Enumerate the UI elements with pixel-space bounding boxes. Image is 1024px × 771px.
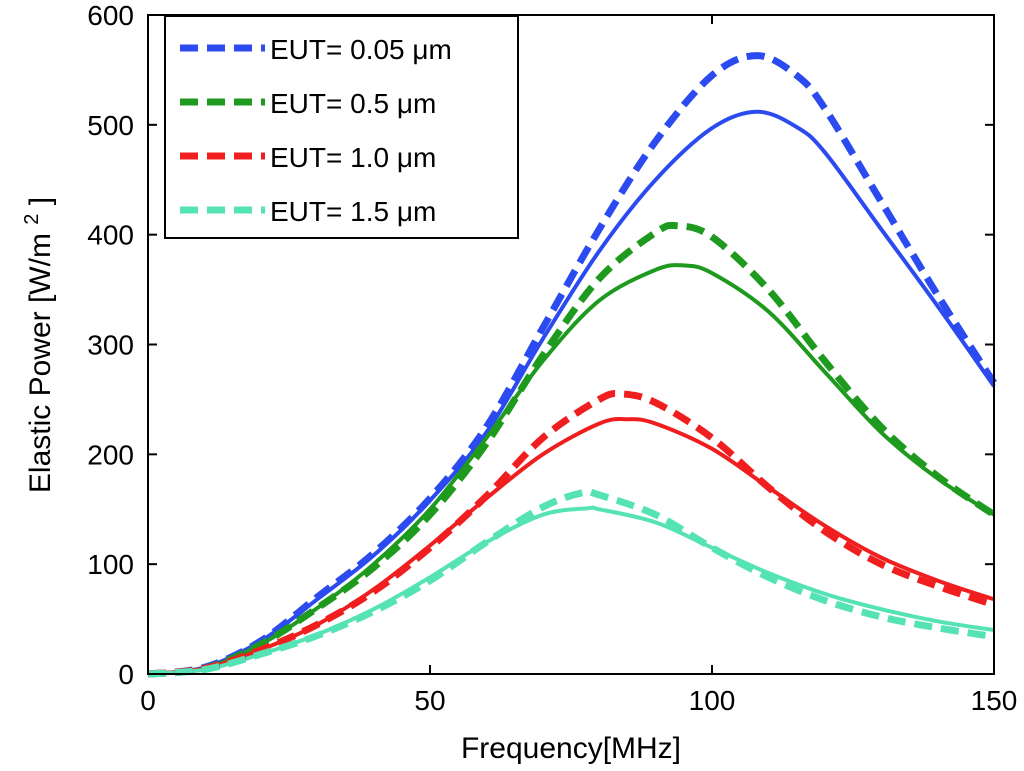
series-line-5-dashed <box>147 389 996 678</box>
y-tick-label: 500 <box>87 110 134 141</box>
y-axis-label-main: Elastic Power [W/m <box>24 233 57 493</box>
x-tick-label: 150 <box>971 685 1018 716</box>
series-line-4-solid <box>147 263 996 676</box>
x-tick-label: 100 <box>689 685 736 716</box>
tick-layer: 0 50 100 150 0 100 200 300 400 500 600 <box>87 0 1017 716</box>
y-axis-label-superscript: 2 <box>21 214 43 225</box>
series-layer <box>147 52 997 678</box>
legend: EUT= 0.05 μm EUT= 0.5 μm EUT= 1.0 μm EUT= 1… <box>164 15 519 239</box>
y-tick-label: 400 <box>87 220 134 251</box>
legend-entry-label: EUT= 1.5 μm <box>270 196 436 227</box>
x-tick-label: 50 <box>414 685 445 716</box>
series-line-8-solid <box>147 505 995 676</box>
series-line-7-dashed <box>147 488 995 678</box>
y-tick-label: 600 <box>87 0 134 31</box>
legend-entry-label: EUT= 1.0 μm <box>270 142 436 173</box>
series-line-1-dashed <box>147 52 997 678</box>
y-tick-label: 100 <box>87 549 134 580</box>
y-axis-label: Elastic Power [W/m 2 ] <box>12 197 57 493</box>
x-axis-label: Frequency[MHz] <box>461 732 681 765</box>
y-tick-label: 300 <box>87 330 134 361</box>
legend-box <box>164 15 519 239</box>
y-axis-label-close: ] <box>24 197 57 205</box>
x-tick-label: 0 <box>140 685 156 716</box>
series-line-3-dashed <box>147 221 996 678</box>
y-tick-label: 200 <box>87 439 134 470</box>
legend-entry-label: EUT= 0.5 μm <box>270 88 436 119</box>
legend-entry-label: EUT= 0.05 μm <box>270 34 452 65</box>
y-tick-label: 0 <box>118 659 134 690</box>
